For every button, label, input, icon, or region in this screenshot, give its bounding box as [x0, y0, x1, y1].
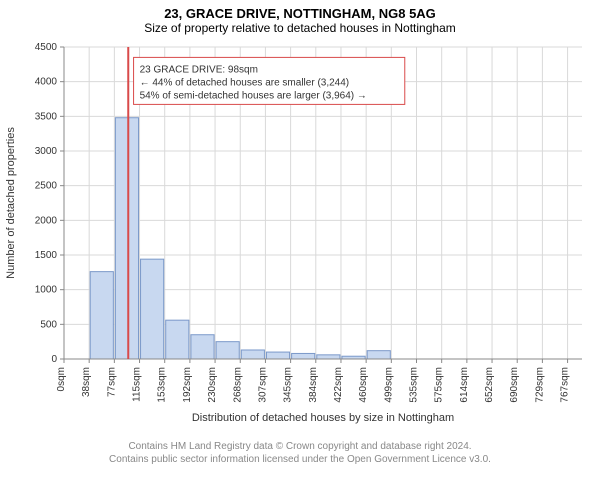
histogram-bar — [292, 353, 315, 359]
svg-text:500: 500 — [40, 319, 57, 330]
svg-text:690sqm: 690sqm — [509, 367, 520, 403]
info-box-line: 54% of semi-detached houses are larger (… — [140, 90, 367, 101]
svg-text:230sqm: 230sqm — [207, 367, 218, 403]
title-subtitle: Size of property relative to detached ho… — [0, 21, 600, 39]
svg-text:614sqm: 614sqm — [459, 367, 470, 403]
svg-text:2500: 2500 — [35, 181, 58, 192]
svg-text:535sqm: 535sqm — [409, 367, 420, 403]
svg-text:729sqm: 729sqm — [534, 367, 545, 403]
svg-text:345sqm: 345sqm — [283, 367, 294, 403]
svg-text:192sqm: 192sqm — [182, 367, 193, 403]
svg-text:153sqm: 153sqm — [157, 367, 168, 403]
info-box-line: ← 44% of detached houses are smaller (3,… — [140, 77, 350, 88]
svg-text:2000: 2000 — [35, 215, 58, 226]
histogram-bar — [317, 355, 340, 359]
histogram-bar — [367, 351, 390, 359]
svg-text:115sqm: 115sqm — [132, 367, 143, 402]
svg-text:652sqm: 652sqm — [484, 367, 495, 403]
svg-text:422sqm: 422sqm — [333, 367, 344, 403]
chart-container: 0 500 1000 1500 2000 2500 3000 3500 4000 4500 0sqm… — [0, 39, 600, 434]
x-axis-label: Distribution of detached houses by size … — [192, 412, 454, 424]
info-box-line: 23 GRACE DRIVE: 98sqm — [140, 64, 258, 75]
histogram-bar — [191, 335, 214, 359]
footer-line-1: Contains HM Land Registry data © Crown c… — [0, 440, 600, 453]
histogram-bar — [141, 259, 164, 359]
svg-text:0: 0 — [51, 354, 57, 365]
footer: Contains HM Land Registry data © Crown c… — [0, 434, 600, 466]
y-axis-label: Number of detached properties — [5, 127, 17, 279]
svg-text:0sqm: 0sqm — [56, 367, 67, 391]
svg-text:3500: 3500 — [35, 111, 58, 122]
histogram-bar — [90, 272, 113, 359]
histogram-bar — [216, 342, 239, 359]
svg-text:499sqm: 499sqm — [383, 367, 394, 403]
svg-text:4000: 4000 — [35, 77, 58, 88]
svg-text:38sqm: 38sqm — [81, 367, 92, 397]
svg-text:460sqm: 460sqm — [358, 367, 369, 403]
svg-text:575sqm: 575sqm — [434, 367, 445, 403]
histogram-bar — [166, 320, 189, 359]
title-address: 23, GRACE DRIVE, NOTTINGHAM, NG8 5AG — [0, 0, 600, 21]
histogram-bar — [266, 352, 289, 359]
svg-text:77sqm: 77sqm — [106, 367, 117, 397]
svg-text:307sqm: 307sqm — [257, 367, 268, 403]
svg-text:1500: 1500 — [35, 250, 58, 261]
histogram-bar — [115, 118, 138, 359]
histogram-bar — [241, 350, 264, 359]
histogram-chart: 0 500 1000 1500 2000 2500 3000 3500 4000 4500 0sqm… — [0, 39, 600, 429]
chart-titles: 23, GRACE DRIVE, NOTTINGHAM, NG8 5AG Siz… — [0, 0, 600, 39]
svg-text:268sqm: 268sqm — [232, 367, 243, 403]
svg-text:4500: 4500 — [35, 42, 58, 53]
svg-text:1000: 1000 — [35, 285, 58, 296]
svg-text:3000: 3000 — [35, 146, 58, 157]
svg-text:767sqm: 767sqm — [560, 367, 571, 403]
svg-text:384sqm: 384sqm — [308, 367, 319, 403]
footer-line-2: Contains public sector information licen… — [0, 453, 600, 466]
